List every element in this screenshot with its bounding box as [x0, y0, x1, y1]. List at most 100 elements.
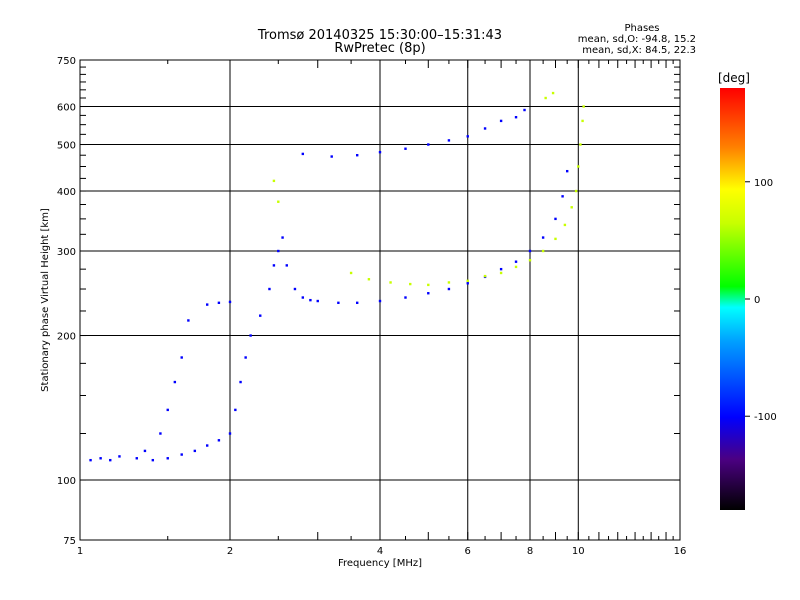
y-axis-ticks: 75 100 200 300 400 500 600 750: [57, 56, 680, 547]
phase-stats-o: mean, sd,O: -94.8, 15.2: [578, 34, 696, 45]
x-tick-label: 8: [527, 546, 533, 557]
o-mode-point: [89, 458, 92, 462]
o-mode-point: [166, 408, 169, 412]
o-mode-point: [187, 319, 190, 322]
chart-subtitle: RwPretec (8p): [334, 41, 425, 56]
o-mode-point: [143, 449, 147, 453]
o-mode-point: [180, 453, 183, 456]
phase-stats-x: mean, sd,X: 84.5, 22.3: [582, 45, 696, 56]
x-mode-point: [447, 281, 451, 284]
x-mode-point: [499, 271, 503, 275]
x-mode-point: [551, 91, 555, 95]
o-mode-point: [355, 154, 359, 157]
y-tick-label: 750: [57, 56, 76, 67]
x-mode-point: [367, 278, 371, 281]
x-tick-label: 2: [227, 546, 233, 557]
o-mode-point: [404, 147, 407, 150]
o-mode-point: [514, 116, 518, 119]
o-mode-point: [499, 119, 503, 123]
o-mode-point: [249, 334, 252, 337]
x-tick-label: 6: [465, 546, 471, 557]
o-mode-point: [293, 287, 297, 291]
x-tick-label: 4: [377, 546, 383, 557]
x-mode-point: [563, 223, 567, 227]
x-mode-point: [528, 259, 532, 262]
o-mode-point: [205, 303, 209, 306]
chart-title: Tromsø 20140325 15:30:00–15:31:43: [257, 28, 502, 43]
o-mode-point: [205, 444, 209, 447]
y-tick-label: 500: [57, 141, 76, 152]
colorbar-tick-label: 100: [754, 178, 773, 189]
y-tick-label: 100: [57, 476, 76, 487]
o-mode-point: [151, 458, 155, 462]
y-tick-label: 200: [57, 332, 76, 343]
x-mode-point: [577, 165, 580, 168]
o-mode-point: [355, 301, 359, 305]
y-tick-label: 600: [57, 103, 76, 114]
x-axis-ticks: 1 2 4 6 8 10 16: [77, 60, 686, 557]
data-points: [89, 91, 585, 462]
x-tick-label: 10: [572, 546, 585, 557]
o-mode-point: [301, 152, 305, 156]
o-mode-point: [427, 143, 430, 146]
x-mode-point: [579, 143, 582, 146]
o-mode-point: [118, 455, 121, 458]
o-mode-point: [193, 449, 197, 453]
o-mode-point: [466, 282, 469, 285]
o-mode-point: [268, 287, 271, 291]
o-mode-point: [272, 264, 276, 267]
o-mode-point: [281, 236, 284, 239]
o-mode-point: [483, 127, 487, 130]
o-mode-point: [337, 301, 340, 305]
x-mode-point: [514, 265, 518, 269]
x-mode-point: [427, 283, 430, 287]
x-mode-point: [554, 237, 557, 241]
x-mode-point: [389, 281, 392, 284]
x-mode-point: [277, 200, 280, 203]
colorbar-tick-label: -100: [754, 412, 777, 423]
o-mode-point: [523, 108, 526, 112]
o-mode-point: [447, 139, 451, 142]
colorbar: [720, 88, 745, 510]
o-mode-point: [135, 457, 138, 460]
colorbar-label: [deg]: [718, 71, 750, 85]
o-mode-point: [159, 432, 162, 435]
y-tick-label: 75: [63, 536, 76, 547]
colorbar-ticks: 100 0 -100: [745, 178, 777, 423]
x-mode-point: [483, 274, 487, 278]
x-mode-point: [349, 271, 353, 275]
o-mode-point: [285, 264, 288, 267]
o-mode-point: [466, 135, 469, 138]
o-mode-point: [173, 380, 177, 384]
x-mode-point: [272, 179, 276, 183]
y-tick-label: 300: [57, 247, 76, 258]
colorbar-tick-label: 0: [754, 295, 760, 306]
y-axis-label: Stationary phase Virtual Height [km]: [40, 208, 51, 392]
o-mode-point: [565, 169, 569, 173]
x-mode-point: [409, 282, 412, 286]
o-mode-point: [330, 155, 333, 158]
o-mode-point: [166, 457, 169, 460]
x-mode-point: [581, 119, 584, 123]
phases-heading: Phases: [624, 23, 659, 34]
o-mode-point: [217, 439, 221, 442]
o-mode-point: [447, 287, 451, 291]
x-mode-point: [582, 105, 585, 108]
o-mode-point: [228, 432, 232, 435]
x-mode-point: [544, 96, 547, 100]
y-tick-label: 400: [57, 187, 76, 198]
x-mode-point: [466, 279, 469, 283]
x-mode-point: [541, 249, 545, 253]
o-mode-point: [541, 236, 545, 239]
x-mode-point: [570, 206, 573, 209]
o-mode-point: [378, 150, 382, 154]
o-mode-point: [244, 356, 247, 359]
o-mode-point: [217, 301, 221, 305]
o-mode-point: [528, 249, 532, 253]
o-mode-point: [554, 217, 557, 221]
o-mode-point: [427, 292, 430, 295]
o-mode-point: [259, 314, 262, 317]
o-mode-point: [228, 300, 232, 304]
o-mode-point: [99, 457, 102, 460]
